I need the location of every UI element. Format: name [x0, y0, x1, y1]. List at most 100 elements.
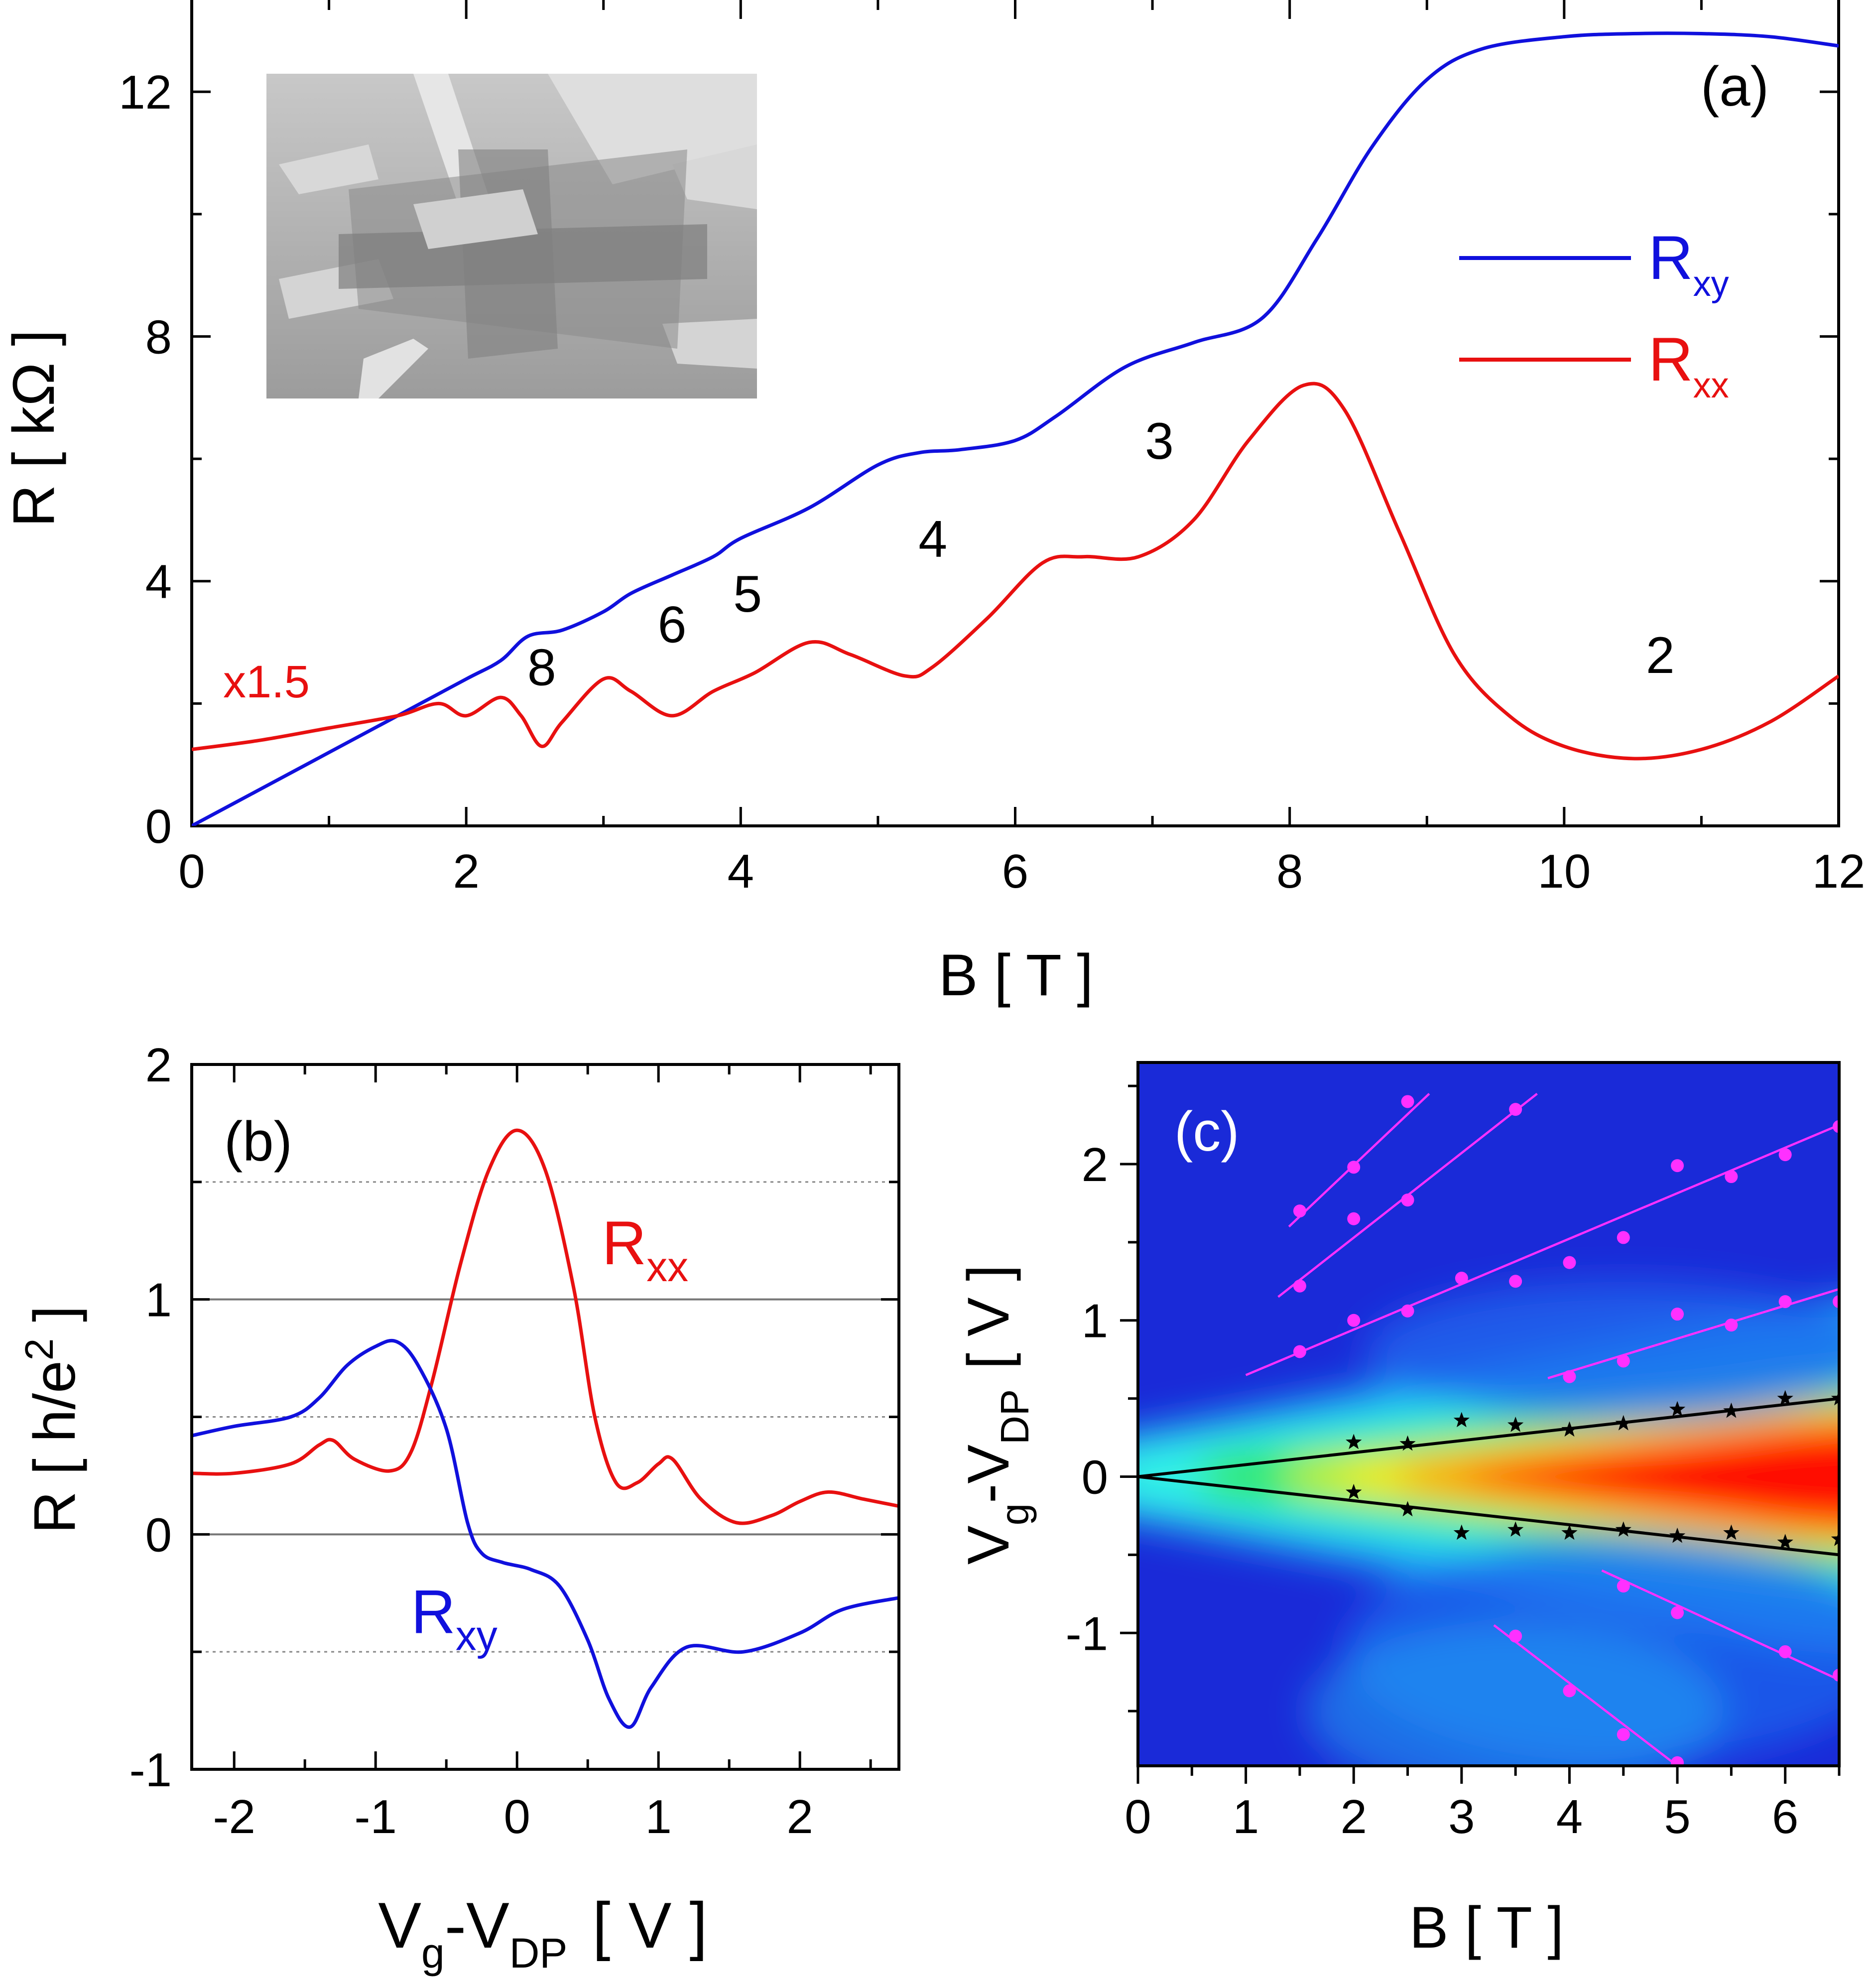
panel-a-ytick-label: 8 [145, 310, 172, 364]
panel-a-xtick-label: 10 [1537, 845, 1591, 898]
panel-c-xlabel: B [ T ] [1409, 1895, 1564, 1961]
black-star-point [1561, 1421, 1578, 1437]
panel-c-ytick-label: 2 [1082, 1138, 1108, 1191]
black-star-point [1453, 1412, 1470, 1428]
panel-b-label: (b) [224, 1110, 292, 1173]
black-star-point [1669, 1527, 1686, 1543]
magenta-data-point [1401, 1304, 1414, 1318]
panel-a-xtick-label: 2 [453, 845, 479, 898]
panel-a-xtick-label: 4 [728, 845, 754, 898]
black-star-point [1507, 1521, 1524, 1537]
panel-c-ylabel: Vg-VDP[ V ] [956, 1265, 1037, 1565]
magenta-data-point [1778, 1645, 1792, 1658]
inset-sem-image [266, 74, 757, 398]
panel-b-ytick-label: -1 [129, 1743, 172, 1797]
panel-c-xtick-label: 5 [1664, 1790, 1690, 1844]
black-star-point [1723, 1402, 1740, 1418]
magenta-data-point [1347, 1314, 1361, 1327]
landau-level-label: 4 [918, 511, 947, 568]
panel-c-xtick-label: 1 [1233, 1790, 1259, 1844]
legend-label-rxx: Rxx [1648, 325, 1729, 405]
magenta-data-point [1778, 1295, 1792, 1309]
panel-c-xtick-label: 4 [1556, 1790, 1583, 1844]
panel-a-xtick-label: 6 [1002, 845, 1028, 898]
panel-b-rxx-label: Rxx [602, 1209, 689, 1290]
black-star-point [1346, 1483, 1362, 1499]
magenta-fit-line [1601, 1569, 1839, 1681]
heatmap [1138, 1282, 1839, 1766]
magenta-data-point [1617, 1580, 1630, 1593]
panel-a-label: (a) [1701, 55, 1769, 118]
black-star-point [1777, 1390, 1793, 1406]
magenta-data-point [1617, 1231, 1630, 1244]
panel-c-xtick-label: 3 [1448, 1790, 1475, 1844]
magenta-data-point [1509, 1629, 1522, 1643]
magenta-data-point [1617, 1728, 1630, 1741]
magenta-data-point [1563, 1684, 1576, 1698]
panel-c: 0 1 2 3 4 5 6 -1 0 1 2 (c) B [ T ] Vg-VDP[ V ] [956, 1061, 1841, 1961]
panel-b-xtick-label: 0 [504, 1790, 530, 1844]
magenta-data-point [1563, 1370, 1576, 1383]
magenta-data-point [1671, 1606, 1684, 1619]
magenta-data-point [1833, 1669, 1839, 1682]
magenta-data-point [1725, 1170, 1738, 1184]
magenta-data-point [1347, 1161, 1361, 1174]
panel-b-xtick-label: 2 [787, 1790, 813, 1844]
black-star-point [1561, 1524, 1578, 1540]
panel-b-xlabel: Vg-VDP[ V ] [378, 1889, 707, 1977]
panel-a-series-rxx [192, 382, 1839, 761]
magenta-data-point [1671, 1308, 1684, 1321]
panel-a-xtick-label: 12 [1812, 845, 1866, 898]
magenta-data-point [1509, 1103, 1522, 1116]
black-star-point [1831, 1531, 1839, 1546]
panel-a-ytick-label: 0 [145, 800, 172, 853]
panel-b: -2 -1 0 1 2 -1 0 1 2 (b) Rxx Rxy Vg-VDP[ V ] R … [17, 1039, 900, 1977]
magenta-data-point [1509, 1275, 1522, 1288]
panel-b-ytick-label: 0 [145, 1508, 172, 1562]
black-star-point [1669, 1401, 1686, 1417]
landau-level-label: 8 [527, 639, 556, 697]
magenta-data-point [1617, 1354, 1630, 1368]
magenta-data-point [1455, 1272, 1468, 1285]
panel-a-xtick-label: 0 [178, 845, 205, 898]
black-star-point [1831, 1390, 1839, 1406]
magenta-data-point [1293, 1345, 1306, 1358]
magenta-data-point [1293, 1204, 1306, 1218]
landau-level-label: 6 [658, 596, 687, 654]
magenta-fit-line [1245, 1124, 1839, 1376]
panel-c-label: (c) [1174, 1100, 1240, 1163]
black-star-point [1615, 1415, 1631, 1431]
panel-c-ytick-label: 1 [1082, 1295, 1108, 1348]
black-fit-line [1138, 1397, 1839, 1478]
black-star-point [1346, 1434, 1362, 1450]
magenta-data-point [1778, 1148, 1792, 1162]
panel-a-ytick-label: 12 [119, 66, 172, 119]
panel-a-xtick-label: 8 [1276, 845, 1303, 898]
magenta-data-point [1347, 1212, 1361, 1225]
magenta-data-point [1563, 1256, 1576, 1269]
panel-c-ytick-label: 0 [1082, 1451, 1108, 1504]
panel-c-xtick-label: 6 [1772, 1790, 1798, 1844]
landau-level-label: 2 [1646, 627, 1675, 684]
black-star-point [1777, 1534, 1793, 1550]
magenta-fit-line [1493, 1624, 1678, 1766]
black-star-point [1615, 1521, 1631, 1537]
panel-c-ytick-label: -1 [1066, 1607, 1108, 1660]
black-star-point [1399, 1435, 1416, 1451]
panel-b-ytick-label: 2 [145, 1039, 172, 1092]
panel-b-xtick-label: -2 [213, 1790, 255, 1844]
magenta-data-point [1401, 1095, 1414, 1108]
magenta-fit-line [1288, 1093, 1430, 1228]
magenta-data-point [1833, 1120, 1839, 1133]
panel-a-series-rxy [192, 31, 1839, 826]
heatmap-patch [1364, 1282, 1839, 1422]
magenta-data-point [1725, 1319, 1738, 1332]
panel-b-xtick-label: 1 [645, 1790, 672, 1844]
panel-b-ylabel: R [ h/e2 ] [17, 1306, 88, 1534]
panel-a-xlabel: B [ T ] [939, 942, 1093, 1008]
panel-a-ytick-label: 4 [145, 555, 172, 609]
black-fit-line [1138, 1475, 1839, 1557]
panel-a-ylabel: R [ kΩ ] [1, 330, 67, 527]
panel-b-series-rxx [192, 1128, 899, 1525]
